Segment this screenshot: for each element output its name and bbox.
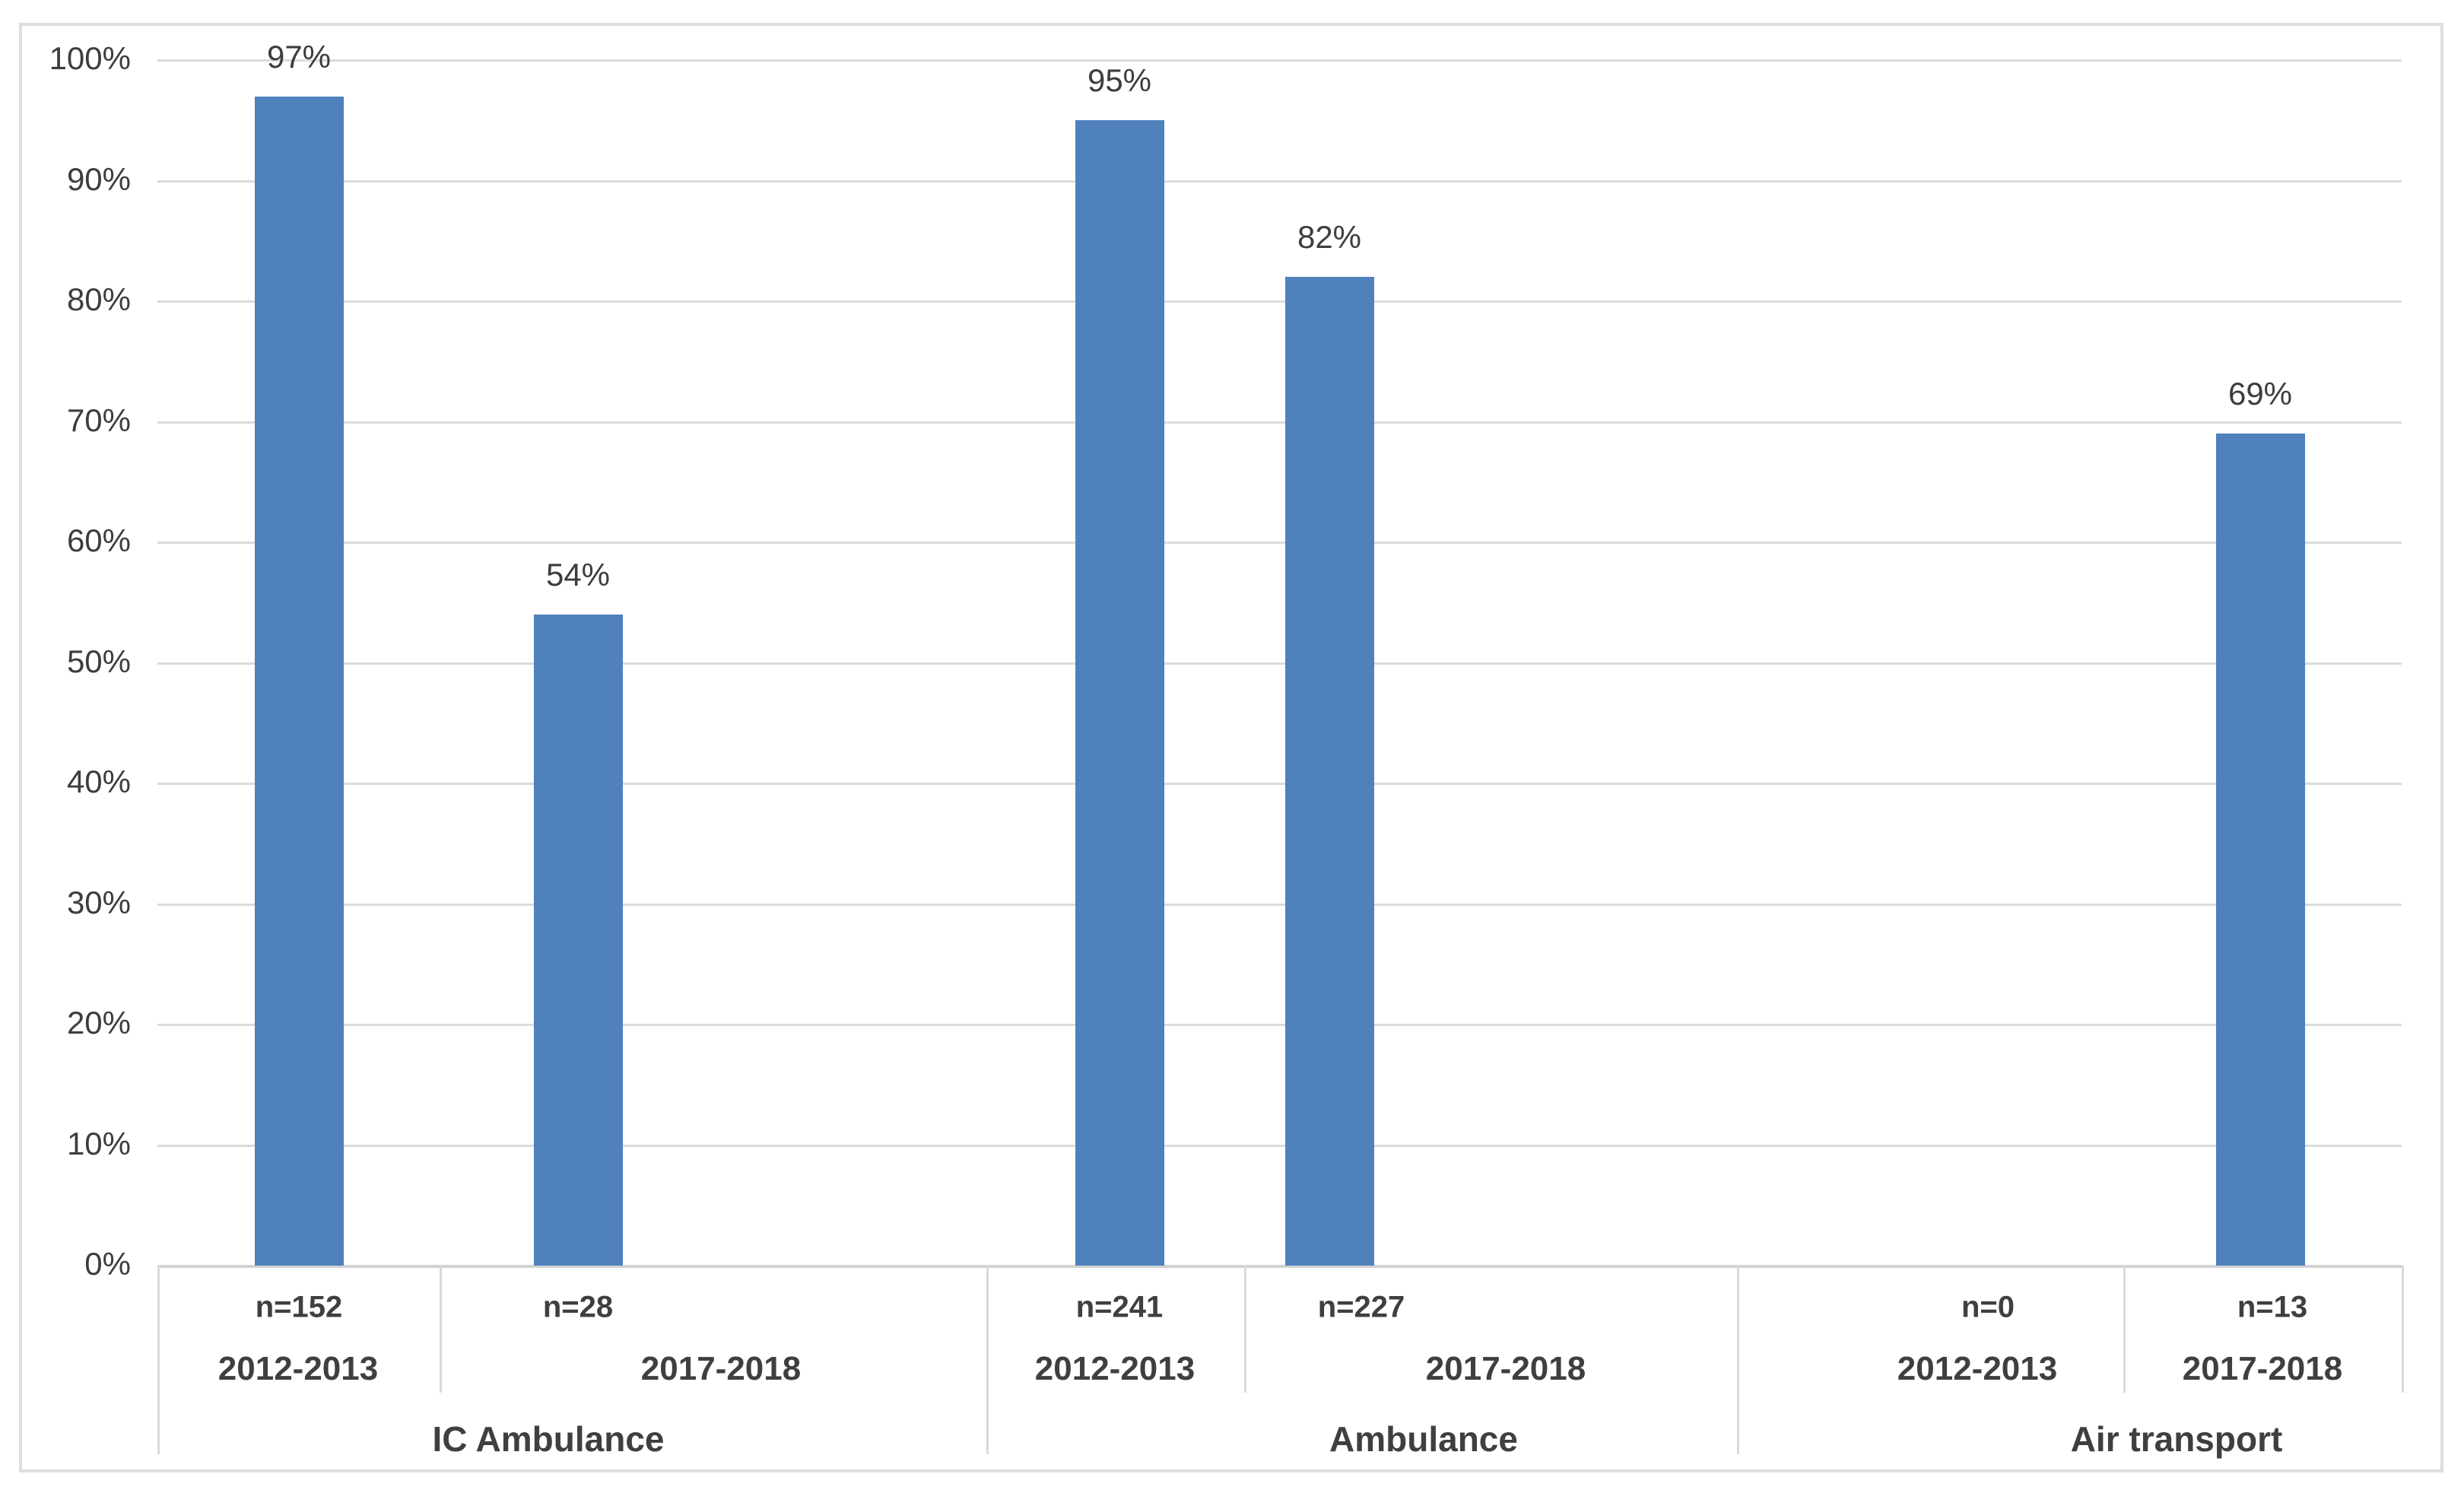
category-separator	[440, 1266, 442, 1393]
year-label: 2017-2018	[2182, 1350, 2343, 1387]
year-label: 2012-2013	[1034, 1350, 1195, 1387]
n-count-label: n=0	[1961, 1290, 2015, 1324]
chart-border	[19, 23, 2443, 1472]
group-label-air-transport: Air transport	[2070, 1419, 2283, 1459]
category-separator	[1244, 1266, 1246, 1393]
category-separator	[157, 1266, 160, 1454]
gridline	[157, 1144, 2402, 1147]
gridline	[157, 1024, 2402, 1026]
bar-value-label: 82%	[1297, 219, 1362, 256]
gridline	[157, 421, 2402, 424]
bar	[254, 96, 344, 1266]
gridline	[157, 59, 2402, 62]
category-separator	[2123, 1266, 2126, 1393]
y-axis-label: 30%	[66, 884, 131, 920]
year-label: 2012-2013	[218, 1350, 379, 1387]
year-label: 2017-2018	[640, 1350, 802, 1387]
n-count-label: n=227	[1317, 1290, 1405, 1324]
y-axis-label: 70%	[66, 402, 131, 438]
gridline	[157, 903, 2402, 906]
bar	[1075, 120, 1164, 1266]
group-label-ic-ambulance: IC Ambulance	[432, 1419, 665, 1459]
bar	[2215, 434, 2305, 1266]
year-label: 2017-2018	[1425, 1350, 1586, 1387]
bar-value-label: 69%	[2227, 376, 2293, 412]
bar	[1284, 277, 1374, 1266]
y-axis-label: 20%	[66, 1005, 131, 1041]
bar-value-label: 95%	[1087, 62, 1152, 99]
x-axis-line	[157, 1265, 2402, 1268]
y-axis-label: 10%	[66, 1125, 131, 1161]
y-axis-label: 50%	[66, 643, 131, 679]
n-count-label: n=13	[2237, 1290, 2308, 1324]
y-axis-label: 0%	[84, 1246, 131, 1282]
n-count-label: n=152	[255, 1290, 343, 1324]
gridline	[157, 542, 2402, 544]
category-separator	[2402, 1266, 2404, 1393]
y-axis-label: 60%	[66, 523, 131, 559]
category-separator	[986, 1266, 989, 1454]
gridline	[157, 662, 2402, 665]
n-count-label: n=241	[1075, 1290, 1164, 1324]
gridline	[157, 783, 2402, 785]
year-label: 2012-2013	[1897, 1350, 2058, 1387]
bar-value-label: 54%	[545, 557, 611, 593]
n-count-label: n=28	[542, 1290, 614, 1324]
y-axis-label: 80%	[66, 281, 131, 318]
gridline	[157, 300, 2402, 303]
y-axis-label: 100%	[49, 40, 131, 77]
bar-value-label: 97%	[266, 38, 332, 75]
y-axis-label: 90%	[66, 160, 131, 197]
group-label-ambulance: Ambulance	[1329, 1419, 1518, 1459]
category-separator	[1737, 1266, 1739, 1454]
gridline	[157, 179, 2402, 183]
bar	[533, 615, 623, 1266]
y-axis-label: 40%	[66, 764, 131, 800]
